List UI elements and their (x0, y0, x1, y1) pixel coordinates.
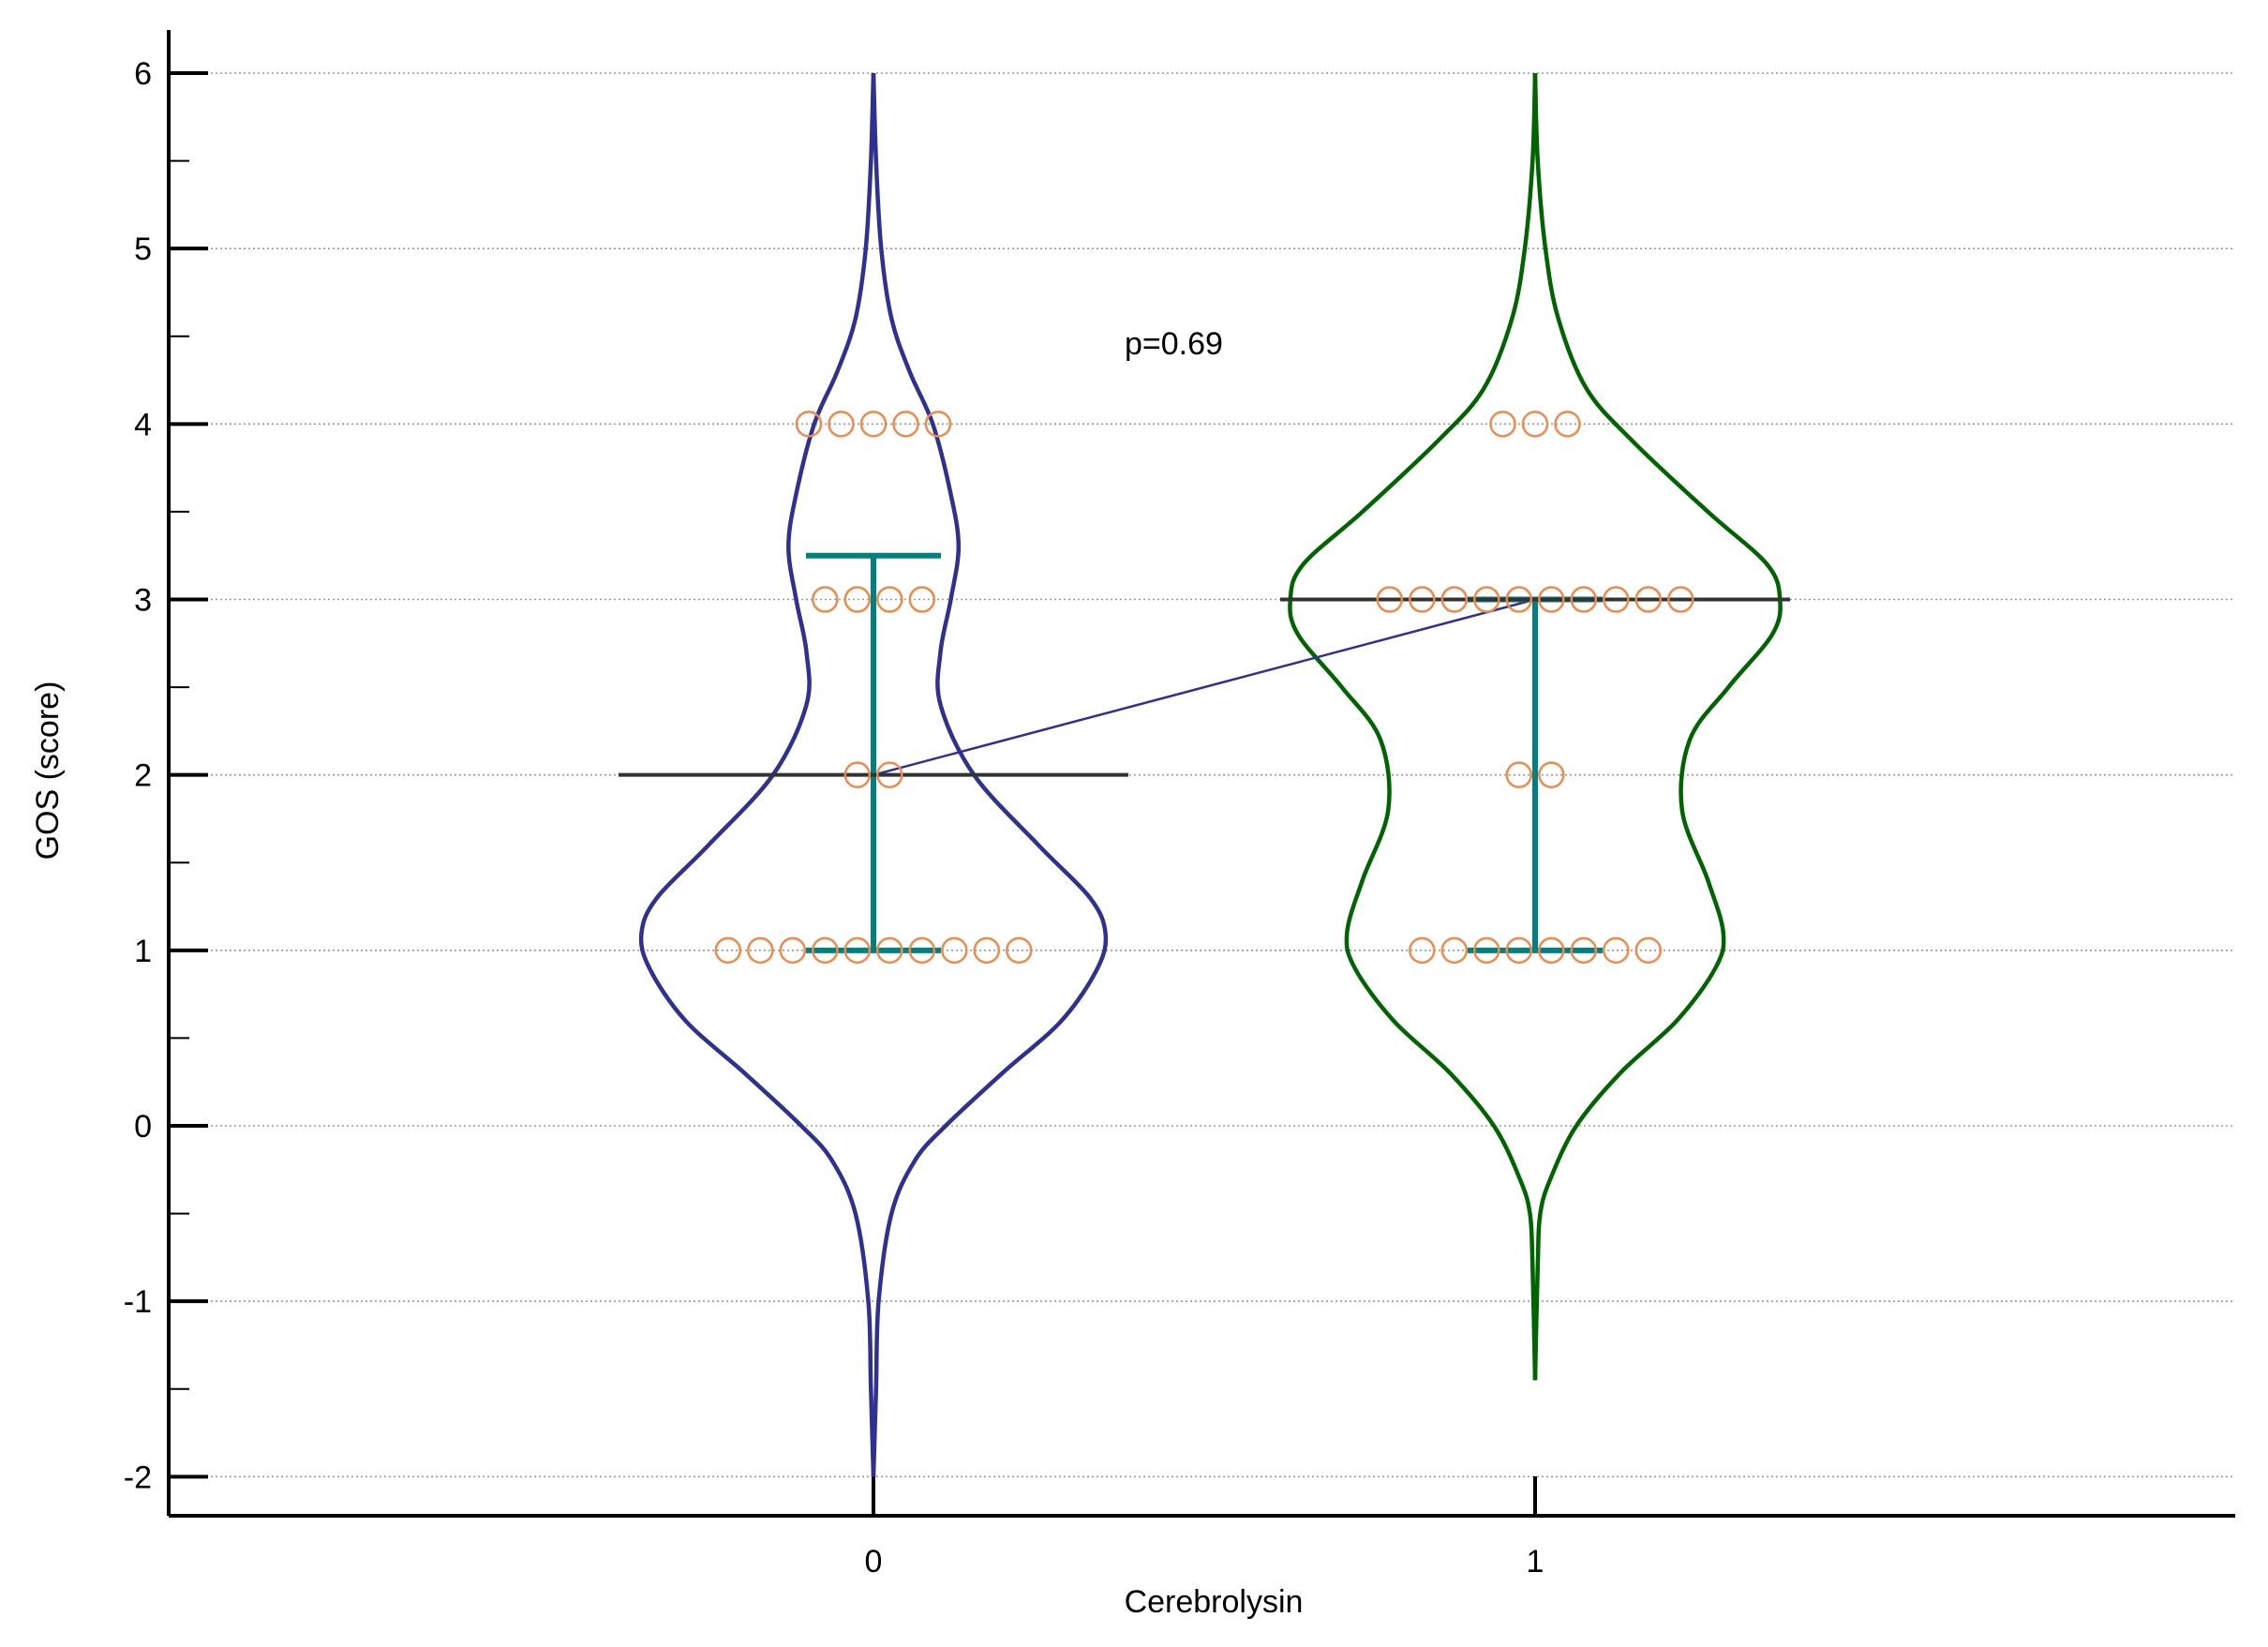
data-point (1006, 936, 1033, 965)
y-tick-label: 6 (134, 56, 152, 92)
median-link (873, 598, 1536, 776)
data-point (1505, 936, 1533, 965)
violin-0-right (871, 72, 1109, 1477)
data-point (779, 936, 807, 965)
data-point (908, 936, 936, 965)
data-point (876, 936, 903, 965)
data-point (941, 936, 968, 965)
data-point (747, 936, 774, 965)
y-tick-label: 4 (134, 407, 152, 442)
y-tick-label: -1 (124, 1284, 152, 1320)
y-tick-label: 3 (134, 583, 152, 619)
median-connector (873, 598, 1536, 776)
data-point (828, 411, 855, 438)
data-point (1570, 586, 1598, 613)
data-point (1376, 586, 1404, 613)
data-point (1538, 936, 1565, 965)
data-point (908, 586, 936, 613)
data-point (714, 936, 742, 965)
y-tick-label: 1 (134, 934, 152, 969)
data-point (843, 761, 872, 788)
y-tick-label: 5 (134, 232, 152, 267)
data-point (843, 586, 872, 613)
data-point (812, 586, 839, 613)
x-tick-label: 1 (1527, 1544, 1544, 1580)
data-point (1634, 936, 1663, 965)
data-points (714, 411, 1694, 965)
iqr-and-median (619, 552, 1790, 953)
data-point (876, 586, 903, 613)
data-point (1538, 761, 1565, 788)
data-point (876, 761, 903, 788)
p-value-annotation: p=0.69 (1125, 326, 1223, 362)
data-point (973, 936, 1001, 965)
y-tick-label: 0 (134, 1109, 152, 1145)
y-tick-label: -2 (124, 1460, 152, 1495)
data-point (1440, 586, 1469, 613)
x-tick-label: 0 (865, 1544, 883, 1580)
data-point (1603, 936, 1630, 965)
gridlines (169, 72, 2235, 1478)
data-point (859, 411, 888, 438)
data-point (1440, 936, 1469, 965)
x-axis-title: Cerebrolysin (1125, 1584, 1304, 1620)
data-point (1554, 411, 1581, 438)
data-point (1521, 411, 1549, 438)
data-point (924, 411, 952, 438)
data-point (1634, 586, 1663, 613)
violin-1-right (1532, 72, 1783, 1381)
data-point (1505, 586, 1533, 613)
data-point (1667, 586, 1694, 613)
data-point (843, 936, 872, 965)
data-point (892, 411, 919, 438)
data-point (795, 411, 823, 438)
data-point (812, 936, 839, 965)
data-point (1538, 586, 1565, 613)
violin-0-left (638, 72, 876, 1477)
data-point (1473, 936, 1500, 965)
y-axis-title: GOS (score) (30, 681, 66, 861)
data-point (1570, 936, 1598, 965)
data-point (1409, 586, 1436, 613)
violin-1-left (1288, 72, 1538, 1381)
data-point (1505, 761, 1533, 788)
data-point (1603, 586, 1630, 613)
violins (638, 72, 1783, 1477)
data-point (1473, 586, 1500, 613)
data-point (1489, 411, 1516, 438)
y-tick-label: 2 (134, 758, 152, 794)
data-point (1409, 936, 1436, 965)
y-axis: -2 -1 0 1 2 3 4 5 6 (124, 30, 208, 1516)
